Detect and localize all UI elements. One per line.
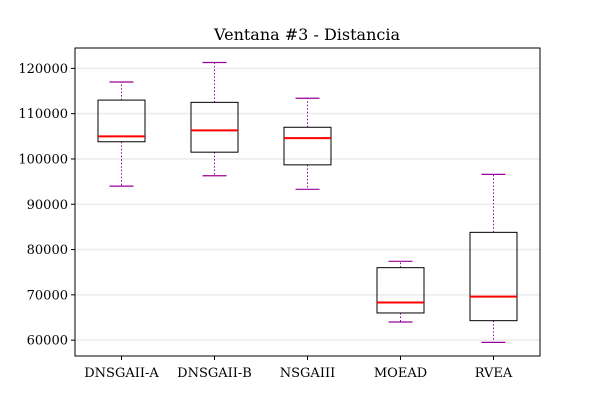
- iqr-box: [283, 126, 332, 166]
- tick-layer: 60000 70000 80000 90000 100000 110000 120000 DN…: [18, 62, 513, 381]
- box-group: [376, 260, 425, 323]
- iqr-box: [376, 267, 425, 314]
- x-tick-label: DNSGAII-B: [177, 366, 252, 381]
- box-group: [190, 61, 239, 177]
- y-tick-label: 110000: [18, 107, 68, 122]
- chart-title: Ventana #3 - Distancia: [213, 25, 400, 44]
- x-tick-label: MOEAD: [374, 366, 427, 381]
- x-tick-label: NSGAIII: [280, 366, 335, 381]
- iqr-box: [469, 231, 518, 322]
- y-tick-label: 70000: [27, 288, 68, 303]
- y-tick-label: 120000: [18, 62, 68, 77]
- iqr-box: [190, 101, 239, 153]
- grid-layer: [75, 67, 540, 341]
- y-tick-label: 60000: [27, 334, 68, 349]
- box-group: [469, 173, 518, 344]
- y-tick-label: 90000: [27, 198, 68, 213]
- box-layer: [97, 61, 518, 344]
- y-tick-label: 80000: [27, 243, 68, 258]
- y-tick-label: 100000: [18, 152, 68, 167]
- x-tick-label: DNSGAII-A: [84, 366, 159, 381]
- box-group: [283, 97, 332, 190]
- x-tick-label: RVEA: [475, 366, 513, 381]
- iqr-box: [97, 99, 146, 143]
- box-group: [97, 81, 146, 187]
